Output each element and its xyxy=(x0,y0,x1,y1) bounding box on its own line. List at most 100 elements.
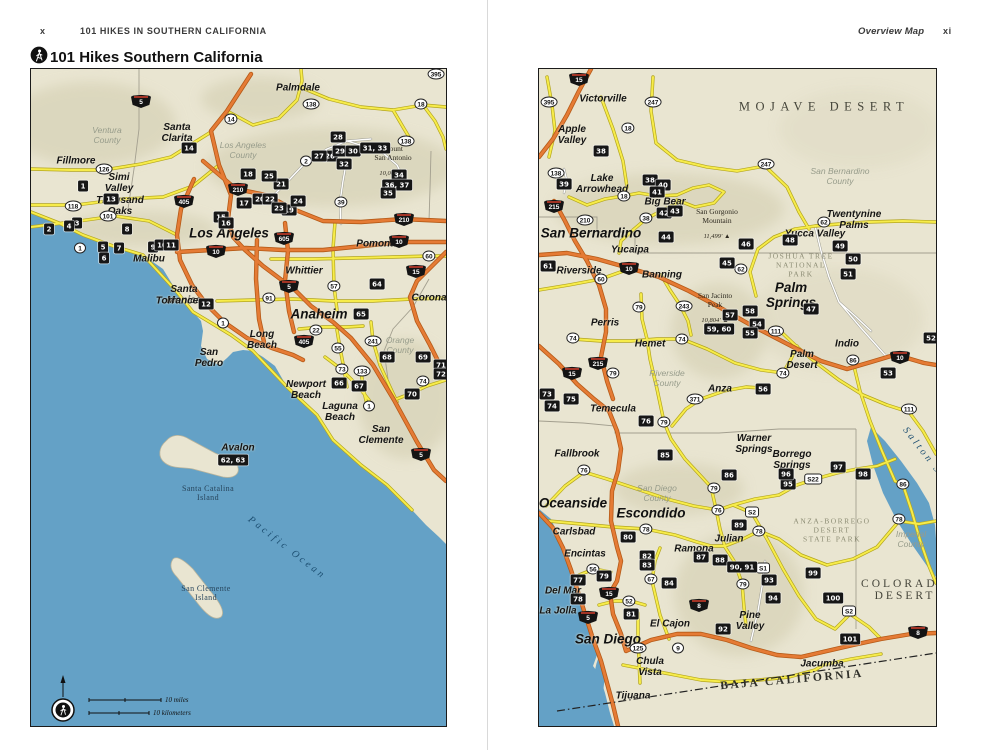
label-escondido: Escondido xyxy=(616,505,686,521)
route-shield-111: 111 xyxy=(767,325,785,337)
route-shield-133: 133 xyxy=(353,365,371,377)
route-shield-78: 78 xyxy=(752,525,766,537)
route-shield-111: 111 xyxy=(900,403,918,415)
hike-marker-31-33: 31, 33 xyxy=(360,142,390,154)
route-shield-18: 18 xyxy=(414,98,428,110)
hike-marker-9: 9 xyxy=(148,241,158,253)
hike-marker-97: 97 xyxy=(830,461,846,473)
hike-marker-10: 10 xyxy=(154,239,170,251)
hike-marker-58: 58 xyxy=(742,305,758,317)
route-shield-210: 210 xyxy=(576,214,594,226)
hike-marker-34: 34 xyxy=(391,169,407,181)
route-shield-15: 15 xyxy=(562,366,582,380)
label-el-cajon: El Cajon xyxy=(649,618,691,630)
label-anza-borrego-desert-state-park: ANZA-BORREGO DESERT STATE PARK xyxy=(793,516,871,544)
route-shield-5: 5 xyxy=(279,279,299,293)
route-shield-s1: S1 xyxy=(756,562,770,574)
label-santa-monica: Santa Monica xyxy=(166,284,202,306)
route-shield-1: 1 xyxy=(74,242,86,254)
label-palm-springs: Palm Springs xyxy=(765,280,817,310)
label-oceanside: Oceanside xyxy=(538,495,608,511)
label-newport-beach: Newport Beach xyxy=(286,379,326,401)
hike-marker-83: 83 xyxy=(639,559,655,571)
hike-marker-38: 38 xyxy=(642,174,658,186)
route-shield-5: 5 xyxy=(411,447,431,461)
route-shield-38: 38 xyxy=(639,212,653,224)
hike-marker-1: 1 xyxy=(78,180,88,192)
hike-marker-78: 78 xyxy=(570,593,586,605)
route-shield-62: 62 xyxy=(817,216,831,228)
route-shield-60: 60 xyxy=(422,250,436,262)
route-shield-39: 39 xyxy=(334,196,348,208)
hike-marker-47: 47 xyxy=(803,303,819,315)
hike-marker-69: 69 xyxy=(415,351,431,363)
hike-marker-53: 53 xyxy=(880,367,896,379)
route-shield-15: 15 xyxy=(406,264,426,278)
hike-marker-14: 14 xyxy=(181,142,197,154)
left-running-title: 101 HIKES IN SOUTHERN CALIFORNIA xyxy=(80,26,267,36)
hike-marker-39: 39 xyxy=(556,178,572,190)
overview-map-west: Ventura County Fillmore Simi Valley Thousan… xyxy=(30,68,447,727)
label-san-bernardino: San Bernardino xyxy=(540,225,642,241)
label-anaheim: Anaheim xyxy=(290,306,348,322)
label-chula-vista: Chula Vista xyxy=(636,656,664,678)
hike-marker-28: 28 xyxy=(330,131,346,143)
label-tijuana: Tijuana xyxy=(615,690,651,702)
hike-marker-21: 21 xyxy=(273,178,289,190)
route-shield-395: 395 xyxy=(427,69,445,80)
label-fillmore: Fillmore xyxy=(56,155,96,167)
label-lake-arrowhead: Lake Arrowhead xyxy=(575,173,629,195)
label-borrego-springs: Borrego Springs xyxy=(772,449,812,471)
label-10-kilometers: 10 kilometers xyxy=(153,709,191,717)
hike-marker-12: 12 xyxy=(198,298,214,310)
hike-marker-92: 92 xyxy=(715,623,731,635)
label-ventura-county: Ventura County xyxy=(92,125,122,145)
route-shield-91: 91 xyxy=(262,292,276,304)
hike-marker-49: 49 xyxy=(832,240,848,252)
hike-marker-80: 80 xyxy=(620,531,636,543)
label-thousand-oaks: Thousand Oaks xyxy=(96,195,144,217)
hike-marker-76: 76 xyxy=(638,415,654,427)
hike-marker-7: 7 xyxy=(114,242,124,254)
label-joshua-tree-national-park: JOSHUA TREE NATIONAL PARK xyxy=(768,251,834,279)
label-san-diego-county: San Diego County xyxy=(637,483,677,503)
route-shield-118: 118 xyxy=(64,200,82,212)
route-shield-52: 52 xyxy=(622,595,636,607)
hike-marker-54: 54 xyxy=(749,318,765,330)
label-palm-desert: Palm Desert xyxy=(786,349,818,371)
label-del-mar: Del Mar xyxy=(544,585,582,597)
hike-marker-18: 18 xyxy=(240,168,256,180)
route-shield-215: 215 xyxy=(544,199,564,213)
hike-marker-38: 38 xyxy=(593,145,609,157)
hike-marker-87: 87 xyxy=(693,551,709,563)
hike-marker-13: 13 xyxy=(103,193,119,205)
route-shield-79: 79 xyxy=(632,301,646,313)
route-shield-138: 138 xyxy=(547,167,565,179)
hike-marker-6: 6 xyxy=(99,252,109,264)
label-avalon: Avalon xyxy=(221,442,255,454)
route-shield-86: 86 xyxy=(896,478,910,490)
route-shield-210: 210 xyxy=(394,212,414,226)
map-graphics-west xyxy=(31,69,446,726)
hike-marker-30: 30 xyxy=(345,145,361,157)
label-san-diego: San Diego xyxy=(574,631,642,647)
label-imperial-county: Imperial County xyxy=(895,529,927,549)
label-pine-valley: Pine Valley xyxy=(735,610,765,632)
hike-marker-43: 43 xyxy=(667,205,683,217)
hike-marker-75: 75 xyxy=(563,393,579,405)
label-warner-springs: Warner Springs xyxy=(735,433,773,455)
hike-marker-8: 8 xyxy=(122,223,132,235)
hike-marker-42: 42 xyxy=(656,207,672,219)
hike-marker-3: 3 xyxy=(72,217,82,229)
label-victorville: Victorville xyxy=(579,93,627,105)
route-shield-79: 79 xyxy=(606,367,620,379)
label-palmdale: Palmdale xyxy=(276,82,320,94)
label-fallbrook: Fallbrook xyxy=(554,448,600,460)
hike-marker-61: 61 xyxy=(540,260,556,272)
label-san-clemente: San Clemente xyxy=(358,424,404,446)
hike-marker-41: 41 xyxy=(649,186,665,198)
hike-marker-32: 32 xyxy=(336,158,352,170)
label-anza: Anza xyxy=(708,383,732,395)
hike-marker-2: 2 xyxy=(44,223,54,235)
